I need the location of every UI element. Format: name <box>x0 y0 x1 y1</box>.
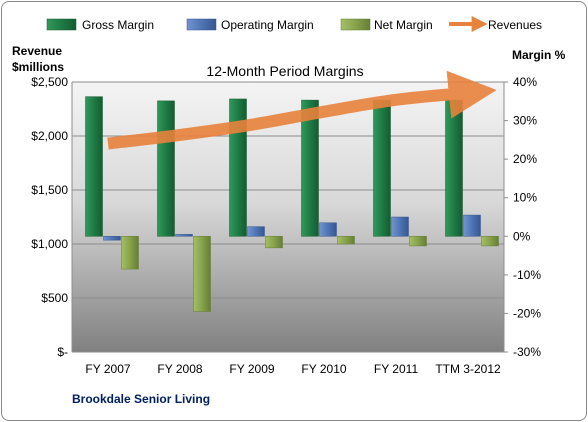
operating-margin-bar <box>103 236 121 241</box>
right-tick-label: -20% <box>513 306 541 320</box>
left-tick-label: $- <box>57 345 68 359</box>
net-margin-bar <box>481 236 499 247</box>
right-axis-label: Margin % <box>512 48 566 62</box>
gross-margin-bar <box>373 99 391 237</box>
gross-margin-bar <box>85 96 103 237</box>
net-margin-bar <box>265 236 283 249</box>
bars <box>85 96 499 312</box>
chart-title: 12-Month Period Margins <box>206 63 363 79</box>
legend-label-net-margin: Net Margin <box>374 18 433 32</box>
x-tick-label: FY 2011 <box>374 362 419 376</box>
legend-label-operating-margin: Operating Margin <box>221 18 314 32</box>
x-tick-label: FY 2008 <box>157 362 202 376</box>
operating-margin-bar <box>463 214 481 237</box>
net-margin-bar <box>337 236 355 245</box>
left-tick-label: $1,500 <box>31 183 68 197</box>
right-tick-label: -30% <box>513 345 541 359</box>
right-tick-label: 10% <box>513 191 537 205</box>
x-tick-label: TTM 3-2012 <box>435 362 501 376</box>
net-margin-bar <box>193 236 211 312</box>
legend-swatch-operating-margin <box>186 18 217 31</box>
legend-label-revenues: Revenues <box>488 18 542 32</box>
legend: Gross Margin Operating Margin Net Margin… <box>46 16 542 32</box>
gross-margin-bar <box>445 99 463 237</box>
gross-margin-bar <box>301 99 319 237</box>
legend-label-gross-margin: Gross Margin <box>82 18 154 32</box>
gross-margin-bar <box>157 100 175 237</box>
operating-margin-bar <box>319 222 337 237</box>
right-tick-label: 30% <box>513 114 537 128</box>
left-axis-label-line1: Revenue <box>12 44 62 58</box>
left-tick-label: $500 <box>41 291 68 305</box>
right-tick-label: 0% <box>513 229 531 243</box>
right-tick-label: -10% <box>513 268 541 282</box>
right-axis-ticks: 40% 30% 20% 10% 0% -10% -20% -30% <box>504 75 541 359</box>
x-axis-ticks: FY 2007 FY 2008 FY 2009 FY 2010 FY 2011 TTM 3… <box>85 362 501 376</box>
company-name: Brookdale Senior Living <box>72 392 210 406</box>
x-tick-label: FY 2010 <box>301 362 346 376</box>
left-tick-label: $2,000 <box>31 129 68 143</box>
legend-swatch-net-margin <box>340 18 371 31</box>
x-tick-label: FY 2009 <box>229 362 274 376</box>
legend-swatch-gross-margin <box>46 18 77 31</box>
right-tick-label: 40% <box>513 75 537 89</box>
revenue-line-group <box>107 70 497 150</box>
plot-area <box>72 82 504 352</box>
x-tick-label: FY 2007 <box>85 362 130 376</box>
operating-margin-bar <box>391 216 409 237</box>
net-margin-bar <box>409 236 427 247</box>
operating-margin-bar <box>175 234 193 237</box>
left-axis-ticks: $2,500 $2,000 $1,500 $1,000 $500 $- <box>31 75 68 359</box>
right-tick-label: 20% <box>513 152 537 166</box>
revenues-line <box>107 70 497 150</box>
operating-margin-bar <box>247 226 265 237</box>
left-tick-label: $2,500 <box>31 75 68 89</box>
net-margin-bar <box>121 236 139 270</box>
gross-margin-bar <box>229 98 247 237</box>
left-tick-label: $1,000 <box>31 237 68 251</box>
left-axis-label-line2: $millions <box>12 60 64 74</box>
